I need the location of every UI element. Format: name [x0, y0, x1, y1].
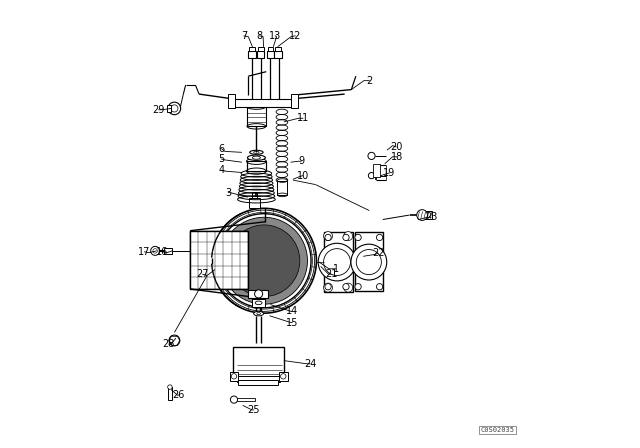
- Circle shape: [280, 374, 286, 379]
- Bar: [164, 248, 172, 254]
- Circle shape: [351, 244, 387, 280]
- Text: 10: 10: [297, 171, 309, 181]
- Bar: [237, 398, 255, 401]
- Bar: [249, 198, 260, 208]
- Circle shape: [212, 208, 316, 313]
- Bar: [228, 94, 235, 108]
- Circle shape: [168, 385, 172, 389]
- Circle shape: [368, 152, 375, 159]
- Ellipse shape: [248, 155, 266, 160]
- Text: 24: 24: [304, 359, 316, 369]
- Text: 17: 17: [138, 247, 150, 257]
- Text: 26: 26: [173, 390, 185, 400]
- Text: 15: 15: [286, 318, 298, 327]
- Text: 5: 5: [218, 154, 225, 164]
- Circle shape: [150, 246, 159, 255]
- Bar: [355, 232, 383, 291]
- Text: 6: 6: [218, 144, 225, 154]
- Text: 19: 19: [383, 168, 396, 178]
- Bar: [252, 299, 266, 307]
- Bar: [257, 51, 264, 58]
- Bar: [247, 107, 266, 126]
- Bar: [275, 51, 282, 58]
- Circle shape: [417, 210, 428, 220]
- Circle shape: [376, 284, 383, 290]
- Bar: [190, 231, 248, 289]
- Bar: [252, 192, 257, 198]
- Bar: [248, 290, 269, 298]
- Bar: [418, 211, 432, 219]
- Bar: [373, 164, 380, 177]
- Text: 1: 1: [333, 264, 339, 274]
- Text: 8: 8: [257, 31, 262, 41]
- Circle shape: [255, 290, 262, 298]
- Circle shape: [369, 172, 374, 179]
- Text: 18: 18: [391, 152, 403, 162]
- Bar: [230, 99, 296, 107]
- Text: 7: 7: [241, 31, 247, 41]
- Text: 2: 2: [366, 76, 372, 86]
- Circle shape: [355, 284, 361, 290]
- Bar: [258, 47, 264, 51]
- Text: 9: 9: [298, 156, 304, 166]
- Circle shape: [325, 234, 332, 241]
- Text: 29: 29: [152, 105, 165, 115]
- Bar: [268, 47, 273, 51]
- Circle shape: [221, 217, 307, 304]
- Text: 13: 13: [269, 31, 282, 41]
- Circle shape: [324, 283, 333, 292]
- Bar: [291, 94, 298, 108]
- Circle shape: [231, 374, 237, 379]
- Circle shape: [228, 225, 300, 297]
- Bar: [239, 380, 278, 385]
- Bar: [168, 387, 172, 400]
- Bar: [278, 181, 287, 195]
- Text: C0S02035: C0S02035: [481, 427, 515, 433]
- Bar: [230, 372, 239, 381]
- Bar: [267, 51, 274, 58]
- Circle shape: [343, 234, 349, 241]
- Text: 20: 20: [390, 142, 403, 152]
- Text: 3: 3: [225, 188, 231, 198]
- Ellipse shape: [253, 151, 259, 153]
- Text: 25: 25: [248, 405, 260, 415]
- Circle shape: [318, 243, 356, 281]
- Circle shape: [171, 105, 178, 112]
- Bar: [279, 372, 288, 381]
- Text: 16: 16: [156, 247, 168, 257]
- Circle shape: [169, 335, 180, 346]
- Ellipse shape: [252, 156, 260, 159]
- Circle shape: [355, 234, 361, 241]
- Circle shape: [168, 102, 180, 115]
- Text: 12: 12: [289, 31, 301, 41]
- Circle shape: [343, 284, 349, 290]
- Circle shape: [324, 249, 351, 276]
- Text: 21: 21: [325, 269, 337, 279]
- Bar: [246, 161, 266, 171]
- Circle shape: [376, 234, 383, 241]
- Bar: [237, 376, 280, 382]
- Text: 27: 27: [196, 269, 209, 279]
- Bar: [249, 47, 255, 51]
- Circle shape: [344, 283, 353, 292]
- Text: 23: 23: [425, 212, 437, 222]
- Text: 28: 28: [163, 339, 175, 349]
- Text: 4: 4: [218, 165, 225, 175]
- Bar: [248, 51, 257, 58]
- Ellipse shape: [250, 151, 263, 154]
- Text: 22: 22: [372, 248, 385, 258]
- Circle shape: [356, 250, 381, 275]
- Ellipse shape: [253, 311, 264, 316]
- Circle shape: [344, 232, 353, 241]
- Bar: [275, 47, 282, 51]
- Circle shape: [230, 396, 237, 403]
- Circle shape: [153, 249, 157, 253]
- Bar: [233, 347, 284, 379]
- Circle shape: [324, 232, 333, 241]
- Bar: [167, 105, 172, 112]
- Text: 14: 14: [286, 306, 298, 316]
- Bar: [324, 232, 353, 292]
- Circle shape: [325, 284, 332, 290]
- Text: 11: 11: [297, 113, 309, 123]
